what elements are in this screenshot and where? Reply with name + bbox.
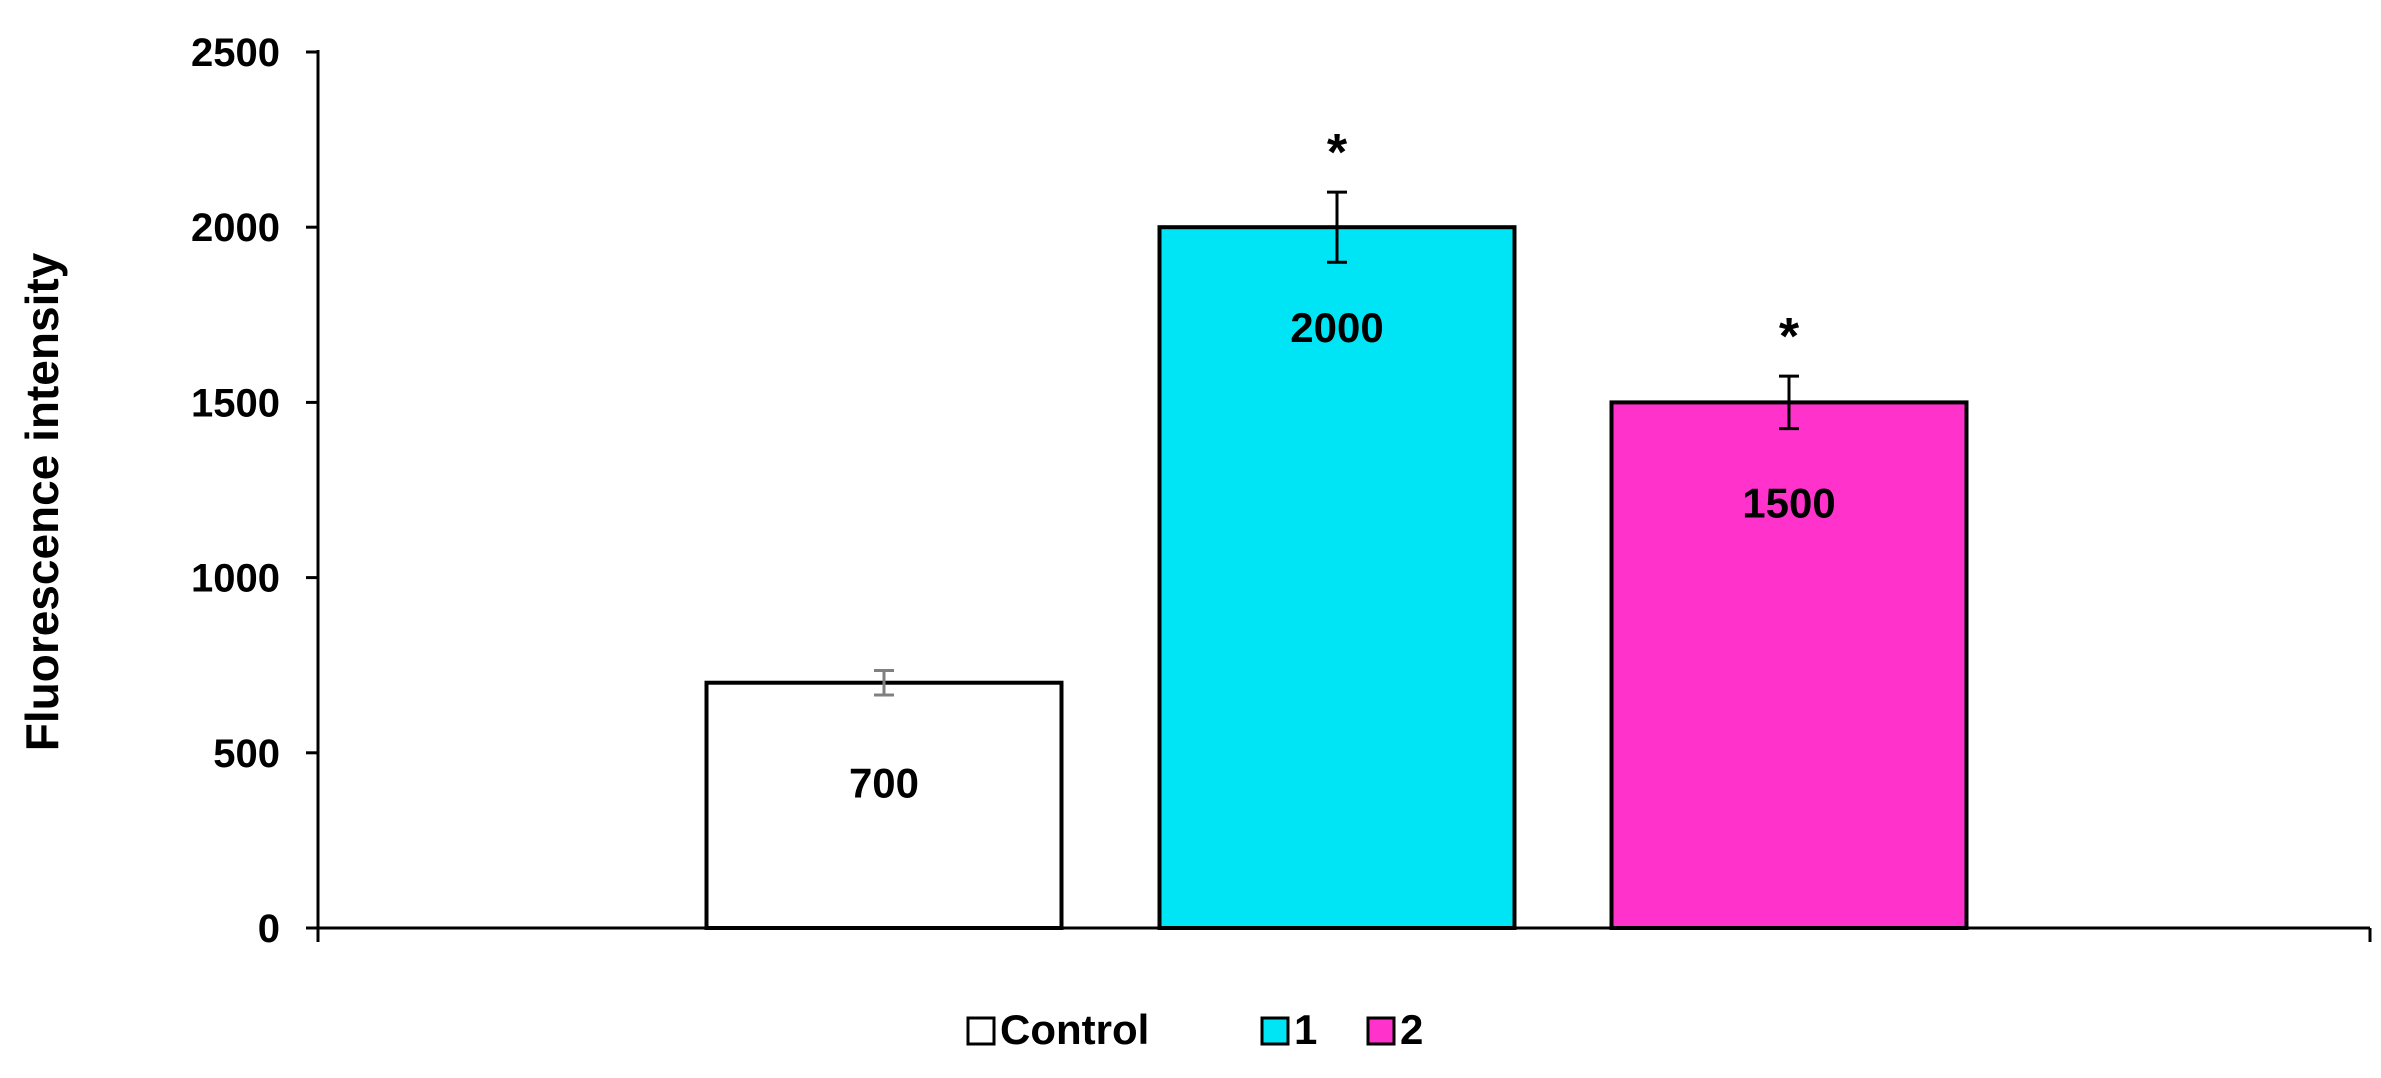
legend-swatch [1366,1016,1396,1046]
y-tick-label: 1500 [191,381,280,425]
y-tick-label: 500 [213,732,280,776]
significance-marker: * [1779,308,1800,366]
y-tick-label: 2000 [191,206,280,250]
legend-label: Control [1000,1006,1149,1053]
y-tick-label: 0 [258,907,280,951]
legend: Control 1 2 [966,1006,1423,1053]
y-tick-label: 1000 [191,557,280,601]
data-label: 1500 [1742,479,1835,526]
bar-2 [1609,400,1969,930]
data-label: 700 [849,760,919,807]
significance-marker: * [1327,124,1348,182]
axes: 0 500 1000 1500 2000 2500 Fluorescence intensi… [16,31,2372,951]
data-label: 2000 [1290,304,1383,351]
legend-swatch [1260,1016,1290,1046]
y-axis-label: Fluorescence intensity [16,252,68,751]
legend-swatch [966,1016,996,1046]
legend-label: 2 [1400,1006,1423,1053]
legend-label: 1 [1294,1006,1317,1053]
data-labels: 700 2000 * 1500 * [849,124,1836,807]
bars [704,190,1969,930]
y-tick-label: 2500 [191,31,280,75]
bar-1 [1157,225,1517,930]
